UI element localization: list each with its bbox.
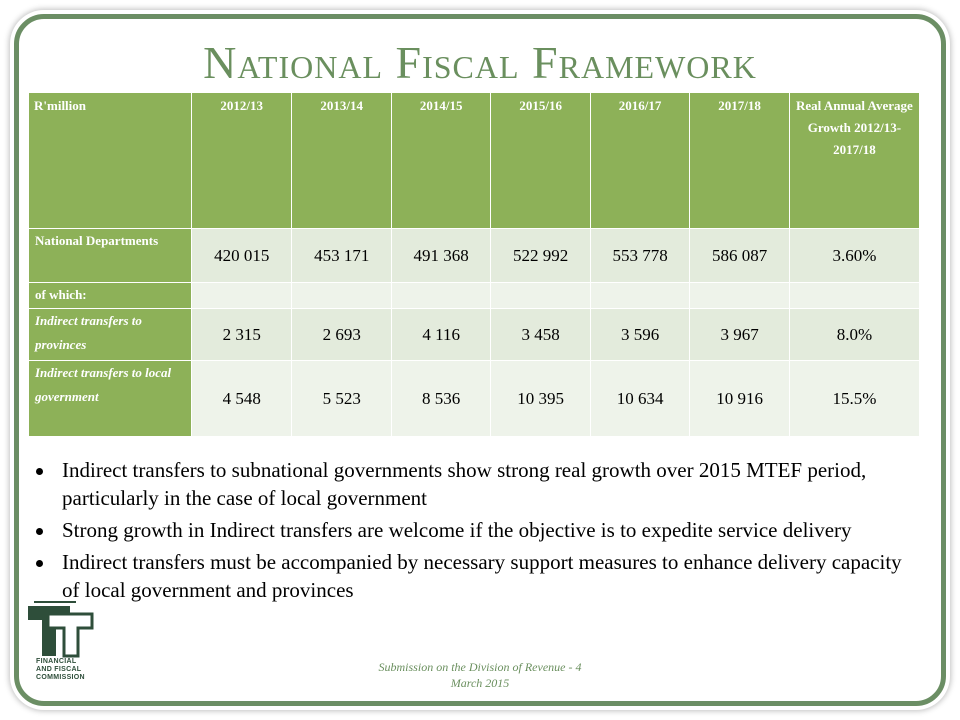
table-cell: 3 967 (689, 308, 790, 361)
footer-line: March 2015 (450, 676, 510, 690)
table-cell: 491 368 (390, 228, 492, 283)
bullet-dot (36, 528, 43, 535)
table-cell: 4 116 (390, 308, 492, 361)
ffc-logo-text: FINANCIAL AND FISCAL COMMISSION (36, 658, 106, 682)
table-cell: 8 536 (390, 360, 492, 437)
column-header: 2015/16 (490, 92, 591, 229)
column-header: 2017/18 (689, 92, 790, 229)
bullet-list: Indirect transfers to subnational govern… (34, 456, 914, 608)
bullet-text: Indirect transfers to subnational govern… (62, 458, 867, 510)
table-cell (390, 282, 492, 309)
bullet-text: Indirect transfers must be accompanied b… (62, 550, 902, 602)
table-row: National Departments 420 015 453 171 491… (28, 228, 921, 283)
table-cell (190, 282, 293, 309)
table-cell: 420 015 (190, 228, 293, 283)
table-header-row: R'million 2012/13 2013/14 2014/15 2015/1… (28, 92, 921, 229)
row-label: Indirect transfers to provinces (28, 308, 192, 361)
table-cell: 3 458 (490, 308, 591, 361)
table-cell (490, 282, 591, 309)
bullet-text: Strong growth in Indirect transfers are … (62, 518, 852, 542)
table-row: of which: (28, 282, 921, 309)
table-cell: 15.5% (788, 360, 921, 437)
table-row: Indirect transfers to local government 4… (28, 360, 921, 437)
column-header: 2013/14 (291, 92, 392, 229)
bullet-item: Indirect transfers to subnational govern… (34, 456, 914, 512)
column-header: 2016/17 (589, 92, 691, 229)
slide-footer: Submission on the Division of Revenue - … (330, 659, 630, 691)
logo-text-line: FINANCIAL (36, 658, 77, 665)
column-header: 2012/13 (190, 92, 293, 229)
column-header: Real Annual Average Growth 2012/13-2017/… (788, 92, 921, 229)
row-label: of which: (28, 282, 192, 309)
bullet-item: Strong growth in Indirect transfers are … (34, 516, 914, 544)
table-cell: 586 087 (689, 228, 790, 283)
ffc-logo (28, 601, 94, 658)
table-cell: 10 916 (689, 360, 790, 437)
table-cell: 10 395 (490, 360, 591, 437)
column-header: R'million (28, 92, 192, 229)
fiscal-framework-table: R'million 2012/13 2013/14 2014/15 2015/1… (28, 92, 921, 437)
table-cell: 2 315 (190, 308, 293, 361)
table-cell: 3.60% (788, 228, 921, 283)
table-cell: 4 548 (190, 360, 293, 437)
table-cell (291, 282, 392, 309)
bullet-dot (36, 468, 43, 475)
column-header: 2014/15 (390, 92, 492, 229)
table-cell: 453 171 (291, 228, 392, 283)
row-label: Indirect transfers to local government (28, 360, 192, 437)
table-cell (689, 282, 790, 309)
row-label: National Departments (28, 228, 192, 283)
bullet-dot (36, 560, 43, 567)
table-cell: 10 634 (589, 360, 691, 437)
table-cell: 5 523 (291, 360, 392, 437)
footer-line: Submission on the Division of Revenue - … (378, 660, 582, 674)
slide-title: National Fiscal Framework (203, 37, 757, 88)
table-cell: 2 693 (291, 308, 392, 361)
table-cell: 3 596 (589, 308, 691, 361)
table-cell: 8.0% (788, 308, 921, 361)
table-cell (589, 282, 691, 309)
logo-text-line: AND FISCAL (36, 666, 82, 673)
table-cell: 522 992 (490, 228, 591, 283)
table-row: Indirect transfers to provinces 2 315 2 … (28, 308, 921, 361)
table-cell (788, 282, 921, 309)
bullet-item: Indirect transfers must be accompanied b… (34, 548, 914, 604)
table-cell: 553 778 (589, 228, 691, 283)
logo-text-line: COMMISSION (36, 674, 85, 681)
